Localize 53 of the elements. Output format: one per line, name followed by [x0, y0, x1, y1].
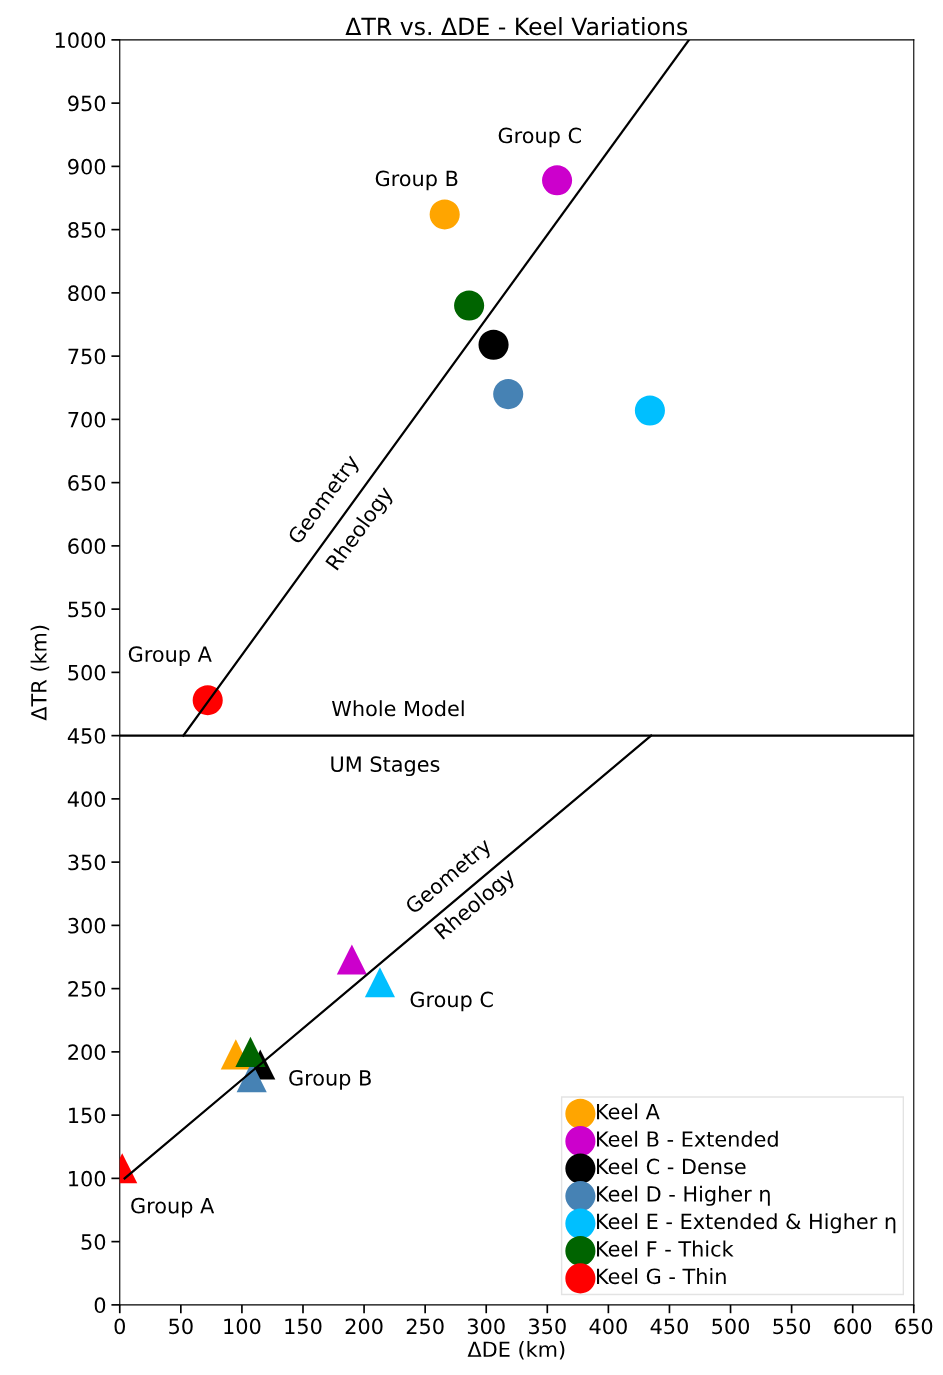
- annotation: Group A: [131, 1197, 215, 1218]
- y-tick-label: 500: [68, 664, 106, 681]
- legend-label: Keel C - Dense: [597, 1158, 746, 1175]
- legend-label: Keel E - Extended & Higher η: [597, 1213, 896, 1234]
- y-tick-label: 250: [68, 981, 106, 997]
- y-axis-title: ΔTR (km): [30, 625, 50, 721]
- annotation: UM Stages: [331, 756, 440, 777]
- x-tick-label: 250: [406, 1318, 444, 1335]
- y-tick-label: 300: [68, 917, 106, 934]
- y-tick-label: 50: [81, 1234, 106, 1250]
- legend-label: Keel F - Thick: [597, 1240, 734, 1257]
- legend-label: Keel B - Extended: [597, 1130, 778, 1147]
- x-axis-title: ΔDE (km): [467, 1341, 565, 1360]
- legend-label: Keel D - Higher η: [597, 1185, 770, 1206]
- y-tick-label: 150: [69, 1107, 106, 1124]
- chart-title: ΔTR vs. ΔDE - Keel Variations: [345, 17, 688, 36]
- y-tick-label: 100: [69, 1170, 106, 1187]
- x-tick-label: 100: [224, 1318, 261, 1335]
- annotation: Group B: [289, 1069, 371, 1090]
- y-tick-label: 750: [68, 348, 106, 365]
- y-tick-label: 550: [68, 601, 106, 618]
- y-tick-label: 850: [68, 222, 106, 238]
- y-tick-label: 900: [68, 158, 106, 175]
- x-tick-label: 350: [529, 1318, 566, 1335]
- x-tick-label: 150: [285, 1318, 322, 1335]
- y-tick-label: 400: [67, 791, 106, 808]
- y-tick-label: 600: [68, 538, 106, 555]
- x-tick-label: 450: [650, 1318, 688, 1335]
- annotation: Group C: [410, 991, 493, 1012]
- x-tick-label: 200: [345, 1318, 383, 1335]
- x-tick-label: 50: [169, 1318, 193, 1335]
- x-tick-label: 500: [712, 1318, 750, 1335]
- y-tick-label: 450: [67, 728, 106, 744]
- legend-label: Keel G - Thin: [597, 1268, 726, 1285]
- y-tick-label: 200: [68, 1044, 106, 1061]
- y-tick-label: 350: [68, 854, 106, 871]
- x-tick-label: 0: [114, 1318, 126, 1335]
- y-tick-label: 950: [68, 95, 106, 112]
- annotation: Group A: [128, 646, 212, 667]
- legend-label: Keel A: [597, 1103, 660, 1120]
- annotation: Group B: [375, 170, 458, 191]
- x-tick-label: 300: [467, 1318, 505, 1335]
- y-tick-label: 800: [68, 285, 106, 302]
- x-tick-label: 400: [589, 1318, 627, 1335]
- x-tick-label: 600: [834, 1318, 872, 1335]
- y-tick-label: 0: [94, 1297, 106, 1314]
- y-tick-label: 650: [68, 475, 106, 491]
- annotation: Whole Model: [331, 700, 464, 717]
- annotation: Group C: [498, 127, 581, 148]
- y-tick-label: 700: [68, 411, 106, 428]
- y-tick-label: 1000: [55, 32, 106, 49]
- x-tick-label: 650: [895, 1318, 933, 1335]
- x-tick-label: 550: [773, 1318, 811, 1335]
